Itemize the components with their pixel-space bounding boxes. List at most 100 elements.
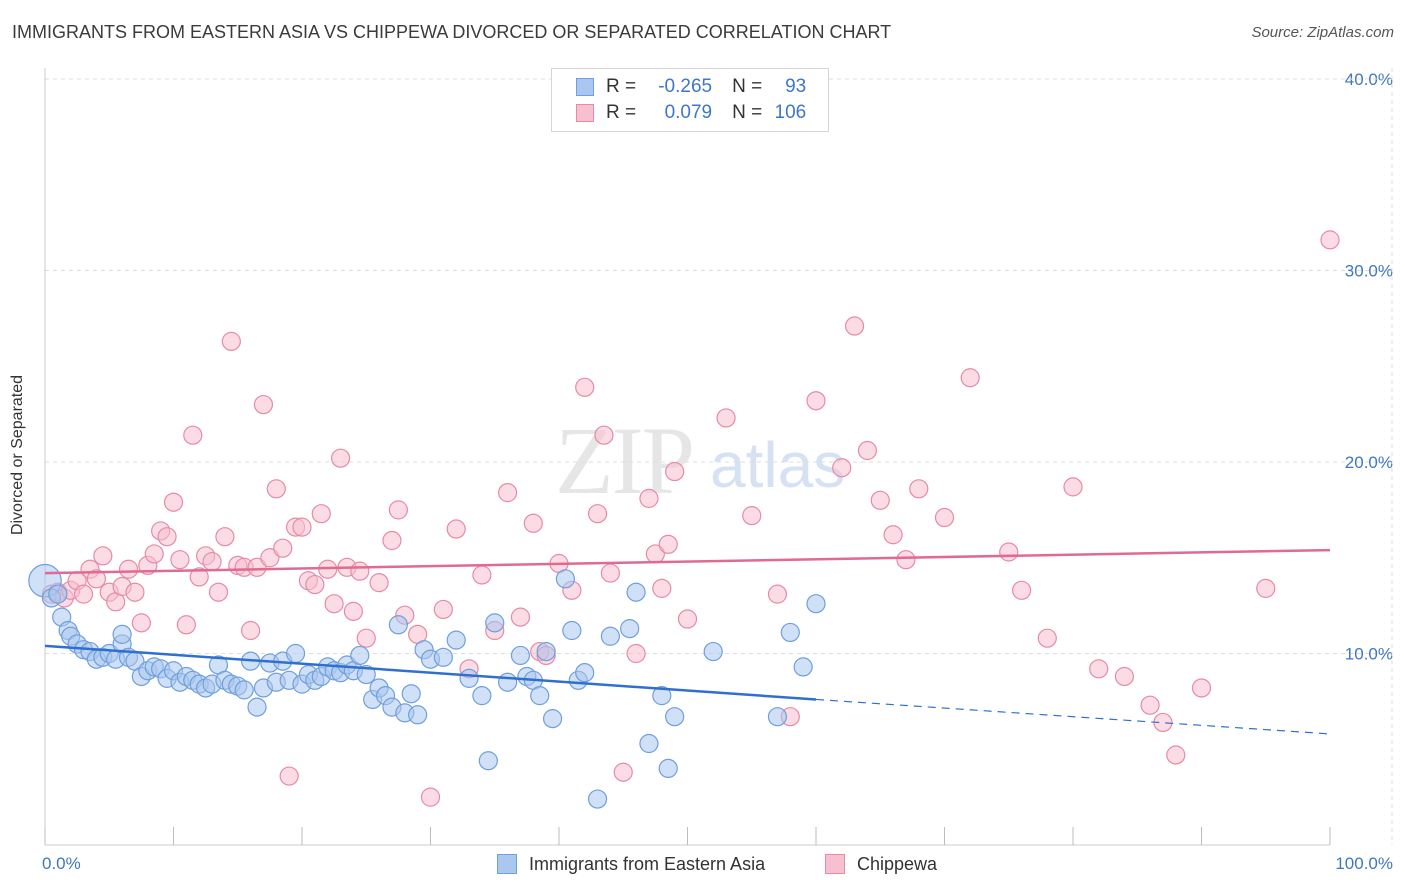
data-point-pink (1037, 628, 1057, 648)
data-point-blue (639, 733, 659, 754)
data-point-pink (292, 517, 312, 537)
data-point-pink (356, 628, 376, 648)
data-point-pink (208, 582, 229, 602)
data-point-blue (530, 686, 550, 706)
data-point-pink (600, 563, 621, 583)
data-point-pink (510, 607, 531, 627)
x-tick-label-max: 100.0% (1335, 854, 1393, 873)
data-point-pink (260, 548, 280, 568)
series-name-pink: Chippewa (857, 853, 938, 874)
data-point-pink (176, 615, 196, 635)
data-point-pink (1089, 659, 1109, 679)
data-point-blue (555, 569, 576, 589)
data-point-pink (189, 567, 209, 587)
y-tick-label: 30.0% (1345, 262, 1393, 281)
data-point-pink (369, 573, 389, 593)
trendline-blue-extension (815, 698, 1331, 735)
series-name-blue: Immigrants from Eastern Asia (529, 853, 766, 874)
data-point-pink (183, 425, 203, 445)
trendline-pink (44, 548, 1331, 575)
data-point-pink (420, 787, 441, 807)
data-point-pink (253, 394, 274, 415)
data-point-pink (716, 408, 736, 428)
series-legend-blue: Immigrants from Eastern Asia (497, 852, 765, 876)
data-point-pink (170, 550, 190, 570)
data-point-pink (806, 391, 826, 411)
data-point-blue (247, 697, 267, 717)
data-point-pink (93, 546, 113, 566)
y-tick-label: 10.0% (1345, 645, 1393, 664)
data-point-pink (883, 525, 903, 545)
data-point-pink (870, 490, 890, 510)
data-point-pink (343, 601, 363, 621)
data-point-pink (1011, 580, 1032, 600)
chart-title: IMMIGRANTS FROM EASTERN ASIA VS CHIPPEWA… (12, 22, 892, 42)
data-point-pink (131, 613, 151, 633)
data-point-pink (594, 425, 614, 445)
data-point-pink (639, 488, 659, 508)
data-point-pink (658, 534, 678, 554)
legend-row-pink: R = 0.079 N = 106 (576, 101, 806, 125)
legend-r-label: R = (606, 76, 637, 97)
data-point-pink (677, 609, 698, 629)
data-point-pink (273, 538, 293, 558)
data-point-pink (125, 582, 145, 602)
data-point-blue (658, 758, 678, 779)
data-point-pink (498, 483, 518, 503)
legend-swatch-blue (576, 78, 594, 96)
data-point-blue (703, 641, 723, 662)
data-point-pink (742, 506, 762, 526)
data-point-pink (330, 448, 351, 468)
legend-n-label: N = (732, 76, 763, 97)
data-point-blue (478, 751, 498, 771)
data-point-pink (909, 479, 929, 499)
data-point-pink (144, 544, 164, 564)
data-point-pink (652, 578, 672, 598)
data-point-pink (388, 500, 408, 520)
data-point-pink (896, 550, 916, 570)
data-point-pink (613, 762, 633, 782)
data-point-blue (112, 624, 132, 644)
legend-row-blue: R = -0.265 N = 93 (576, 75, 806, 99)
data-point-pink (1166, 745, 1186, 765)
data-point-pink (960, 368, 980, 388)
data-point-blue (285, 643, 306, 664)
data-point-blue (48, 584, 68, 604)
data-point-pink (433, 599, 453, 620)
correlation-legend: R = -0.265 N = 93 R = 0.079 N = 106 (551, 68, 829, 132)
data-point-pink (86, 569, 107, 589)
trendline-blue (44, 644, 817, 701)
data-point-pink (665, 461, 685, 482)
data-point-pink (241, 620, 261, 641)
data-point-blue (433, 647, 453, 667)
data-point-pink (472, 565, 492, 585)
data-point-blue (446, 630, 466, 650)
data-point-pink (832, 458, 852, 478)
data-point-pink (844, 316, 865, 336)
data-point-pink (118, 559, 139, 579)
data-point-blue (806, 594, 826, 614)
legend-r-label: R = (606, 102, 637, 123)
data-point-blue (536, 641, 556, 662)
data-point-blue (620, 619, 640, 639)
data-point-pink (305, 574, 325, 595)
data-point-blue (665, 707, 685, 727)
data-point-blue (350, 645, 370, 666)
data-point-blue (562, 620, 582, 641)
data-point-pink (587, 504, 608, 524)
legend-n-value-pink: 106 (774, 102, 807, 123)
series-swatch-blue (497, 854, 517, 874)
data-point-blue (575, 663, 595, 683)
data-point-pink (266, 479, 286, 499)
data-point-pink (767, 584, 788, 604)
data-point-blue (356, 664, 376, 685)
data-point-pink (446, 519, 466, 539)
data-point-blue (234, 680, 254, 700)
data-point-blue (388, 615, 408, 635)
data-point-blue (542, 709, 563, 729)
x-tick-label-min: 0.0% (42, 854, 81, 873)
data-point-pink (1320, 230, 1340, 250)
data-point-pink (626, 643, 646, 664)
data-point-blue (780, 622, 800, 643)
